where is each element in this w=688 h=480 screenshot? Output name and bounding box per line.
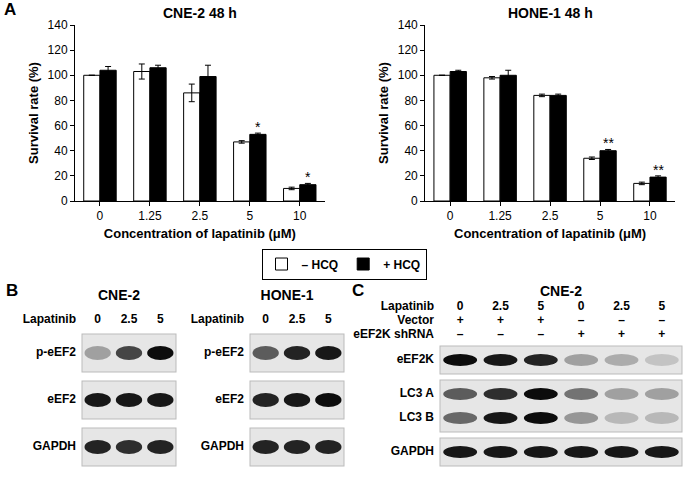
svg-text:1.25: 1.25 bbox=[138, 209, 162, 223]
svg-text:80: 80 bbox=[54, 94, 68, 108]
svg-text:0: 0 bbox=[457, 299, 464, 313]
svg-text:Concentration of lapatinib (μM: Concentration of lapatinib (μM) bbox=[104, 226, 296, 241]
svg-text:CNE-2: CNE-2 bbox=[540, 283, 582, 299]
svg-text:–: – bbox=[537, 327, 544, 341]
svg-text:eEF2: eEF2 bbox=[215, 392, 244, 406]
svg-text:60: 60 bbox=[54, 119, 68, 133]
svg-text:5: 5 bbox=[246, 209, 253, 223]
svg-text:2.5: 2.5 bbox=[492, 299, 509, 313]
svg-text:Lapatinib: Lapatinib bbox=[23, 312, 76, 326]
svg-text:–: – bbox=[457, 327, 464, 341]
svg-text:0: 0 bbox=[447, 209, 454, 223]
svg-text:60: 60 bbox=[404, 119, 418, 133]
svg-text:+: + bbox=[457, 313, 464, 327]
svg-text:Concentration of lapatinib (μM: Concentration of lapatinib (μM) bbox=[454, 226, 646, 241]
svg-text:+: + bbox=[497, 313, 504, 327]
svg-text:HONE-1: HONE-1 bbox=[261, 287, 314, 303]
svg-text:+: + bbox=[578, 327, 585, 341]
svg-text:2.5: 2.5 bbox=[542, 209, 559, 223]
svg-text:40: 40 bbox=[54, 144, 68, 158]
svg-text:–: – bbox=[618, 313, 625, 327]
svg-text:1.25: 1.25 bbox=[488, 209, 512, 223]
svg-text:5: 5 bbox=[597, 209, 604, 223]
svg-text:0: 0 bbox=[61, 194, 68, 208]
svg-text:5: 5 bbox=[537, 299, 544, 313]
svg-text:20: 20 bbox=[54, 169, 68, 183]
svg-text:p-eEF2: p-eEF2 bbox=[36, 345, 76, 359]
svg-text:–: – bbox=[497, 327, 504, 341]
svg-text:*: * bbox=[255, 119, 261, 135]
svg-text:Vector: Vector bbox=[397, 313, 434, 327]
svg-text:eEF2K: eEF2K bbox=[397, 352, 435, 366]
svg-text:–: – bbox=[578, 313, 585, 327]
svg-text:80: 80 bbox=[404, 94, 418, 108]
svg-text:Survival rate (%): Survival rate (%) bbox=[26, 62, 41, 164]
svg-text:*: * bbox=[305, 169, 311, 185]
svg-text:HONE-1 48 h: HONE-1 48 h bbox=[508, 5, 593, 21]
svg-text:– HCQ: – HCQ bbox=[302, 258, 339, 272]
svg-text:10: 10 bbox=[293, 209, 307, 223]
svg-text:B: B bbox=[6, 281, 18, 300]
svg-text:Lapatinib: Lapatinib bbox=[381, 299, 434, 313]
svg-text:p-eEF2: p-eEF2 bbox=[204, 345, 244, 359]
svg-text:GAPDH: GAPDH bbox=[391, 444, 434, 458]
svg-text:0: 0 bbox=[262, 312, 269, 326]
svg-text:140: 140 bbox=[398, 18, 418, 32]
svg-text:eEF2K shRNA: eEF2K shRNA bbox=[353, 327, 434, 341]
svg-text:Lapatinib: Lapatinib bbox=[191, 312, 244, 326]
svg-text:CNE-2: CNE-2 bbox=[98, 287, 140, 303]
svg-text:40: 40 bbox=[404, 144, 418, 158]
svg-text:+: + bbox=[537, 313, 544, 327]
svg-text:100: 100 bbox=[48, 68, 68, 82]
svg-text:GAPDH: GAPDH bbox=[33, 439, 76, 453]
svg-text:–: – bbox=[658, 313, 665, 327]
svg-text:2.5: 2.5 bbox=[289, 312, 306, 326]
svg-text:LC3 B: LC3 B bbox=[399, 410, 434, 424]
svg-text:CNE-2 48 h: CNE-2 48 h bbox=[163, 5, 237, 21]
svg-text:120: 120 bbox=[398, 43, 418, 57]
svg-text:140: 140 bbox=[48, 18, 68, 32]
svg-text:2.5: 2.5 bbox=[121, 312, 138, 326]
svg-text:2.5: 2.5 bbox=[192, 209, 209, 223]
svg-text:0: 0 bbox=[411, 194, 418, 208]
svg-text:100: 100 bbox=[398, 68, 418, 82]
svg-text:5: 5 bbox=[157, 312, 164, 326]
svg-text:GAPDH: GAPDH bbox=[201, 439, 244, 453]
svg-text:**: ** bbox=[653, 162, 664, 178]
svg-text:+ HCQ: + HCQ bbox=[383, 258, 420, 272]
svg-text:5: 5 bbox=[658, 299, 665, 313]
svg-text:+: + bbox=[658, 327, 665, 341]
svg-text:eEF2: eEF2 bbox=[47, 392, 76, 406]
svg-text:Survival rate (%): Survival rate (%) bbox=[376, 62, 391, 164]
svg-text:0: 0 bbox=[97, 209, 104, 223]
svg-text:20: 20 bbox=[404, 169, 418, 183]
svg-text:+: + bbox=[618, 327, 625, 341]
svg-text:0: 0 bbox=[94, 312, 101, 326]
svg-text:120: 120 bbox=[48, 43, 68, 57]
html-text:A: A bbox=[4, 0, 17, 19]
svg-text:0: 0 bbox=[578, 299, 585, 313]
svg-text:5: 5 bbox=[325, 312, 332, 326]
svg-text:10: 10 bbox=[643, 209, 657, 223]
svg-text:C: C bbox=[352, 281, 364, 300]
svg-text:LC3 A: LC3 A bbox=[400, 386, 435, 400]
svg-text:**: ** bbox=[603, 135, 614, 151]
svg-text:2.5: 2.5 bbox=[613, 299, 630, 313]
